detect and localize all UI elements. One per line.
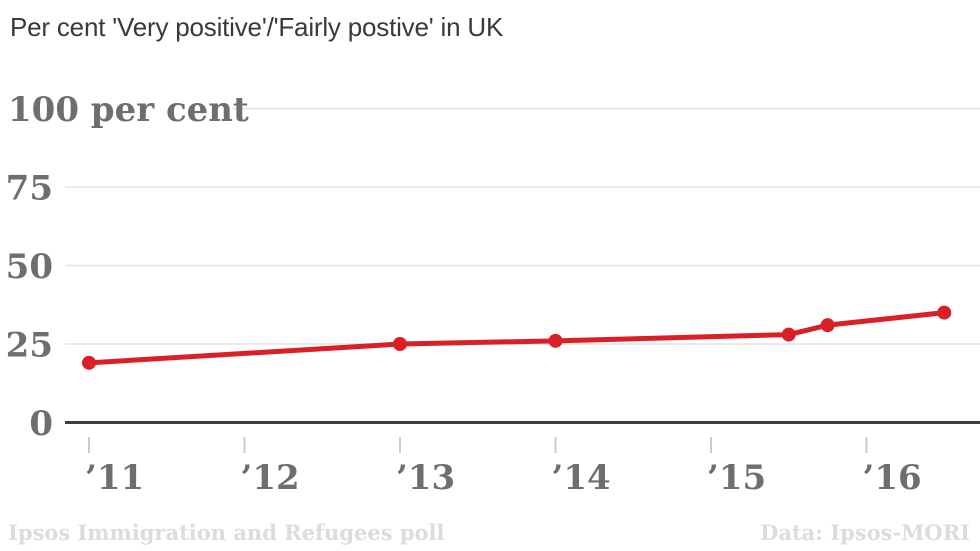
chart-title: Per cent 'Very positive'/'Fairly postive… xyxy=(10,12,504,42)
y-tick-label: 100 per cent xyxy=(8,90,249,130)
y-tick-label: 25 xyxy=(6,326,53,366)
data-point xyxy=(820,318,835,333)
x-tick-label: ’16 xyxy=(863,458,922,498)
x-tick-label: ’15 xyxy=(707,458,766,498)
data-point xyxy=(393,337,407,351)
series-line xyxy=(86,310,947,366)
data-point xyxy=(82,355,96,370)
x-tick-label: ’13 xyxy=(396,458,455,498)
y-tick-label: 50 xyxy=(6,247,53,287)
y-tick-label: 75 xyxy=(6,169,53,209)
y-tick-label: 0 xyxy=(29,404,53,444)
x-tick-label: ’14 xyxy=(552,458,611,498)
source-note: Ipsos Immigration and Refugees poll xyxy=(8,520,445,545)
data-point xyxy=(548,333,563,348)
x-tick-label: ’11 xyxy=(85,458,144,498)
data-point xyxy=(781,327,796,342)
x-tick-label: ’12 xyxy=(241,458,300,498)
data-credit: Data: Ipsos-MORI xyxy=(760,520,970,545)
data-point xyxy=(937,305,952,320)
